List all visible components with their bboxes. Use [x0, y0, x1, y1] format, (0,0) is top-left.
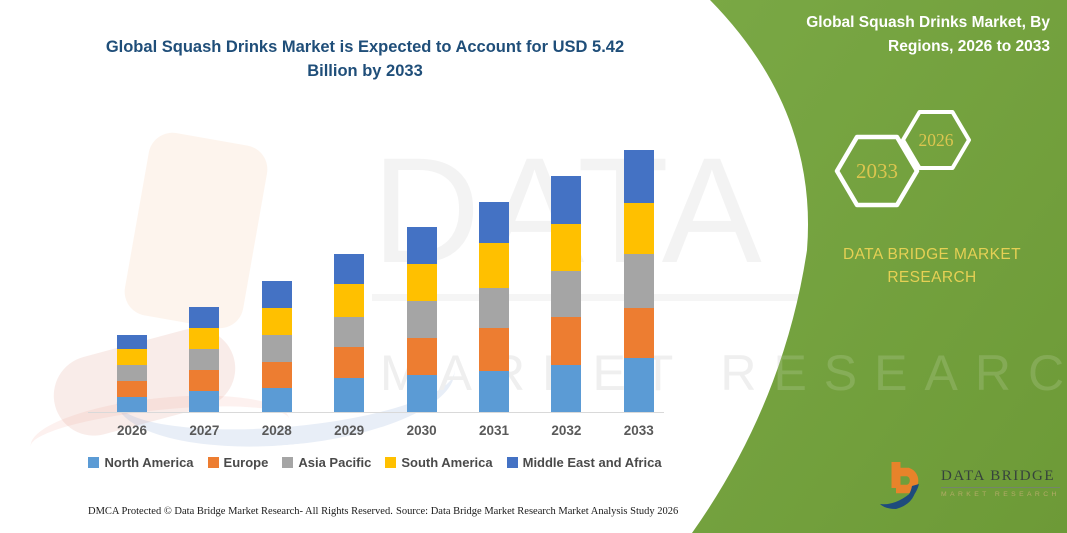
bar-segment-north-america [334, 378, 365, 412]
hexagon-2026-label: 2026 [918, 130, 954, 150]
x-axis-label-2031: 2031 [478, 423, 510, 438]
company-logo: DATA BRIDGE MARKET RESEARCH [876, 458, 1060, 512]
x-axis-label-2033: 2033 [623, 423, 654, 438]
bar-segment-europe [189, 370, 220, 392]
stacked-bar-2033 [623, 150, 654, 412]
bar-segment-middle-east-and-africa [189, 307, 220, 328]
chart-legend: North America Europe Asia Pacific South Ame… [75, 455, 675, 470]
bar-segment-europe [406, 338, 437, 376]
legend-item-south-america: South America [385, 455, 493, 470]
legend-item-europe: Europe [207, 455, 269, 470]
bar-segment-asia-pacific [551, 270, 582, 318]
brand-wordmark: DATA BRIDGE MARKET RESEARCH [842, 246, 1021, 287]
legend-label: South America [401, 455, 493, 470]
bar-chart-plot: 2026 2027 2028 2029 2030 2031 2032 2033 [88, 150, 664, 438]
x-axis-label-2028: 2028 [261, 423, 292, 438]
legend-label: North America [104, 455, 194, 470]
bar-segment-south-america [189, 327, 220, 349]
bar-segment-north-america [406, 375, 437, 412]
hexagon-2033-label: 2033 [856, 159, 898, 183]
company-logo-icon [880, 462, 919, 509]
side-panel-title: Global Squash Drinks Market, By Regions,… [806, 14, 1050, 56]
bar-segment-middle-east-and-africa [334, 253, 365, 284]
bar-segment-asia-pacific [117, 365, 147, 381]
bar-segment-south-america [117, 348, 147, 366]
chart-title: Global Squash Drinks Market is Expected … [105, 38, 625, 80]
bar-segment-south-america [406, 263, 437, 302]
legend-swatch [506, 457, 518, 468]
x-axis-label-2029: 2029 [334, 423, 365, 438]
bar-segment-north-america [189, 391, 220, 412]
bar-segment-europe [261, 362, 292, 388]
bar-segment-south-america [551, 223, 582, 271]
stacked-bar-2026 [117, 335, 147, 412]
stacked-bar-2032 [551, 175, 582, 412]
bar-segment-middle-east-and-africa [551, 175, 582, 224]
bar-segment-asia-pacific [623, 253, 654, 308]
legend-label: Middle East and Africa [522, 455, 662, 470]
legend-swatch [385, 457, 397, 468]
source-notice: Source: Data Bridge Market Research Mark… [396, 506, 679, 517]
bar-segment-asia-pacific [261, 335, 292, 363]
bar-segment-north-america [623, 357, 654, 412]
x-axis-label-2032: 2032 [551, 423, 582, 438]
bar-segment-south-america [479, 243, 509, 289]
bar-segment-north-america [551, 365, 582, 412]
bar-segment-middle-east-and-africa [479, 201, 509, 244]
x-axis-label-2026: 2026 [116, 423, 148, 438]
bar-segment-middle-east-and-africa [406, 227, 437, 264]
bar-segment-asia-pacific [406, 301, 437, 339]
bar-segment-europe [623, 307, 654, 358]
stacked-bar-2028 [261, 280, 292, 412]
logo-subtitle-text: MARKET RESEARCH [941, 491, 1060, 498]
bar-segment-europe [479, 328, 509, 371]
bar-segment-middle-east-and-africa [117, 335, 147, 349]
bar-segment-europe [117, 380, 147, 398]
bar-segment-north-america [479, 370, 509, 412]
stacked-bar-2029 [334, 253, 365, 412]
stacked-bar-2027 [189, 307, 220, 412]
bar-segment-middle-east-and-africa [261, 280, 292, 309]
legend-item-middle-east-and-africa: Middle East and Africa [506, 455, 662, 470]
bar-segment-south-america [334, 283, 365, 317]
bar-segment-europe [334, 346, 365, 379]
stacked-bar-2030 [406, 227, 437, 412]
x-axis-label-2027: 2027 [189, 423, 220, 438]
bar-segment-middle-east-and-africa [623, 150, 654, 203]
stacked-bar-2031 [479, 201, 509, 412]
bar-segment-south-america [623, 202, 654, 254]
legend-item-north-america: North America [88, 455, 194, 470]
bar-segment-north-america [117, 397, 147, 412]
bar-segment-north-america [261, 387, 292, 412]
legend-label: Asia Pacific [298, 455, 372, 470]
legend-swatch [88, 457, 100, 468]
x-axis-label-2030: 2030 [406, 423, 437, 438]
x-axis-line [88, 412, 664, 413]
bar-segment-asia-pacific [189, 348, 220, 371]
legend-label: Europe [223, 455, 269, 470]
logo-name-text: DATA BRIDGE [941, 468, 1060, 488]
legend-swatch [282, 457, 294, 468]
legend-swatch [207, 457, 219, 468]
bar-segment-asia-pacific [334, 316, 365, 347]
bar-segment-asia-pacific [479, 288, 509, 329]
dmca-notice: DMCA Protected © Data Bridge Market Rese… [88, 506, 393, 517]
bar-segment-europe [551, 317, 582, 366]
legend-item-asia-pacific: Asia Pacific [282, 455, 371, 470]
bar-segment-south-america [261, 308, 292, 336]
